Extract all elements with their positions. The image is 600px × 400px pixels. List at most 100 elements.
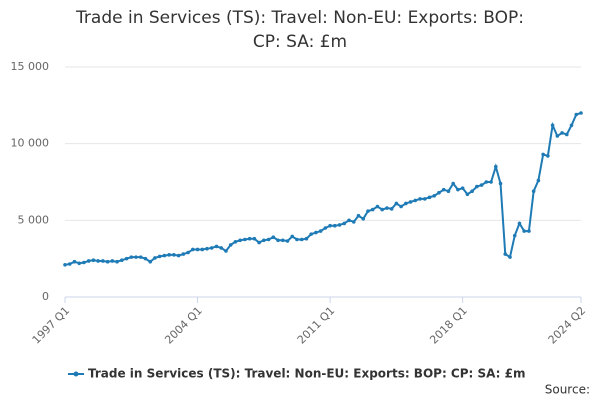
point [157, 254, 162, 259]
point [460, 186, 465, 190]
point [422, 197, 427, 201]
point [195, 247, 200, 252]
point [304, 236, 309, 241]
point [356, 213, 361, 218]
point [110, 259, 115, 263]
point [191, 247, 195, 252]
point [432, 194, 437, 198]
point [512, 233, 517, 238]
point [427, 195, 432, 200]
point [228, 243, 233, 247]
point [153, 256, 157, 260]
point [209, 246, 214, 250]
point [205, 246, 209, 251]
point [470, 189, 474, 193]
point [503, 252, 508, 256]
point [214, 244, 219, 249]
point [219, 246, 224, 250]
point [375, 204, 380, 209]
point [484, 180, 489, 184]
point [295, 237, 299, 242]
point [148, 259, 153, 264]
point [82, 260, 86, 265]
point [333, 223, 337, 228]
series-line [64, 112, 582, 266]
point [517, 221, 522, 226]
point [446, 189, 451, 193]
point [91, 258, 96, 263]
point [63, 263, 67, 267]
point [290, 234, 295, 239]
x-tick-label: 1997 Q1 [30, 304, 73, 347]
point [134, 255, 138, 259]
source: Source: [545, 383, 590, 397]
point [186, 250, 190, 255]
point [309, 232, 313, 236]
point [124, 256, 129, 261]
point [531, 189, 536, 193]
point [323, 226, 328, 230]
point [176, 253, 181, 258]
point [167, 253, 171, 257]
point [418, 197, 422, 201]
point [546, 154, 550, 158]
point [280, 238, 285, 243]
point [224, 249, 228, 253]
point [347, 218, 351, 223]
chart-title: Trade in Services (TS): Travel: Non-EU: … [76, 8, 524, 52]
point [555, 134, 560, 138]
y-tick-label: 0 [42, 290, 49, 303]
point [257, 240, 261, 245]
point [162, 253, 167, 258]
x-tick-label: 2011 Q1 [295, 304, 338, 347]
x-tick-label: 2024 Q2 [546, 304, 589, 347]
point [385, 206, 389, 210]
point [366, 209, 370, 213]
point [105, 259, 110, 264]
point [314, 230, 318, 235]
x-tick-label: 2004 Q1 [162, 304, 205, 347]
point [96, 259, 100, 263]
point [143, 256, 148, 261]
point [172, 253, 176, 257]
point [569, 123, 574, 128]
point [101, 259, 105, 263]
point [252, 236, 257, 241]
point [276, 238, 280, 243]
point [285, 239, 290, 243]
point [238, 238, 242, 243]
point [181, 252, 186, 256]
legend-label: Trade in Services (TS): Travel: Non-EU: … [88, 367, 526, 381]
point [399, 204, 403, 209]
point [389, 207, 394, 211]
point [129, 255, 134, 259]
point [441, 187, 446, 192]
point [243, 237, 247, 242]
point [451, 181, 455, 186]
point [370, 207, 375, 212]
point [77, 261, 82, 266]
point [86, 259, 91, 263]
point [200, 247, 205, 252]
point [361, 217, 366, 221]
y-tick-label: 15 000 [11, 60, 50, 73]
point [394, 201, 399, 206]
point [115, 259, 119, 264]
point [564, 132, 569, 137]
point [351, 220, 356, 224]
point [342, 221, 347, 226]
y-tick-label: 5 000 [18, 213, 50, 226]
point [408, 200, 413, 204]
point [536, 178, 541, 183]
point [508, 255, 512, 259]
point [247, 236, 252, 241]
point [266, 237, 271, 242]
point [475, 184, 479, 189]
x-tick-label: 2018 Q1 [427, 304, 470, 347]
point [120, 258, 124, 263]
point [493, 164, 498, 169]
point [560, 131, 564, 135]
point [437, 190, 441, 195]
